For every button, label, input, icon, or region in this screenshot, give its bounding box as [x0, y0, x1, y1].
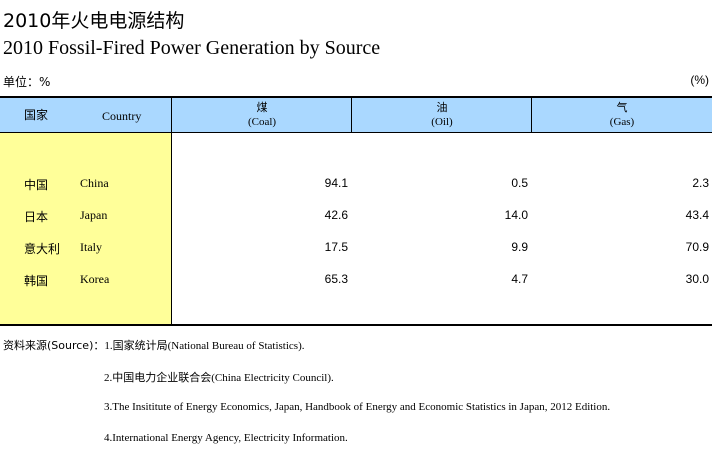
country-column-background — [0, 133, 171, 326]
coal-value: 94.1 — [324, 176, 348, 190]
table-row: 中国 China 94.1 0.5 2.3 — [0, 173, 712, 193]
header-country-en: Country — [102, 109, 142, 123]
column-divider — [351, 96, 352, 133]
oil-value: 4.7 — [511, 272, 528, 286]
country-en: Japan — [80, 208, 108, 222]
header-coal-cn: 煤 — [256, 101, 268, 114]
table-header: 国家 Country 煤 (Coal) 油 (Oil) 气 (Gas) — [0, 96, 712, 133]
country-cn: 日本 — [24, 210, 49, 224]
source-item: 2.中国电力企业联合会(China Electricity Council). — [104, 372, 334, 384]
gas-value: 30.0 — [685, 272, 709, 286]
country-en: China — [80, 176, 109, 190]
page-title-en: 2010 Fossil-Fired Power Generation by So… — [3, 37, 381, 59]
header-coal: 煤 (Coal) — [172, 101, 352, 129]
country-cn: 韩国 — [24, 274, 49, 288]
coal-value: 65.3 — [324, 272, 348, 286]
source-item: 1.国家统计局(National Bureau of Statistics). — [104, 340, 305, 352]
country-cn: 中国 — [24, 178, 49, 192]
header-oil-en: (Oil) — [431, 116, 453, 128]
header-oil-cn: 油 — [436, 101, 448, 114]
gas-value: 2.3 — [692, 176, 709, 190]
gas-value: 70.9 — [685, 240, 709, 254]
coal-value: 17.5 — [324, 240, 348, 254]
source-line-1: 资料来源(Source)：1.国家统计局(National Bureau of … — [3, 337, 304, 353]
coal-value: 42.6 — [324, 208, 348, 222]
country-en: Italy — [80, 240, 102, 254]
source-label: 资料来源(Source)： — [3, 339, 105, 352]
country-en: Korea — [80, 272, 110, 286]
gas-value: 43.4 — [685, 208, 709, 222]
table-row: 意大利 Italy 17.5 9.9 70.9 — [0, 237, 712, 257]
data-table: 国家 Country 煤 (Coal) 油 (Oil) 气 (Gas) 中国 C… — [0, 96, 712, 326]
header-gas-cn: 气 — [616, 101, 628, 114]
source-item: 3.The Insititute of Energy Economics, Ja… — [104, 401, 611, 413]
header-gas-en: (Gas) — [609, 116, 635, 128]
table-row: 韩国 Korea 65.3 4.7 30.0 — [0, 269, 712, 289]
unit-right-label: (%) — [690, 73, 709, 87]
oil-value: 0.5 — [511, 176, 528, 190]
page-title-cn: 2010年火电电源结构 — [3, 10, 185, 32]
table-bottom-border — [0, 324, 712, 326]
country-cn: 意大利 — [24, 242, 61, 256]
header-country-cn: 国家 — [24, 108, 49, 122]
header-gas: 气 (Gas) — [532, 101, 712, 129]
table-row: 日本 Japan 42.6 14.0 43.4 — [0, 205, 712, 225]
unit-label: 单位：% — [3, 75, 51, 89]
source-item: 4.International Energy Agency, Electrici… — [104, 432, 348, 444]
header-oil: 油 (Oil) — [352, 101, 532, 129]
oil-value: 9.9 — [511, 240, 528, 254]
column-divider — [531, 96, 532, 133]
header-coal-en: (Coal) — [247, 116, 277, 128]
column-divider — [171, 96, 172, 326]
oil-value: 14.0 — [504, 208, 528, 222]
